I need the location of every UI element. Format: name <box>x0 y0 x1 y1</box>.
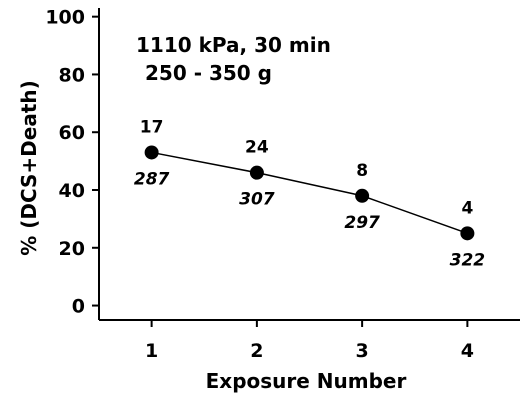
point-label-above: 24 <box>245 138 269 158</box>
point-label-below: 297 <box>344 213 380 233</box>
point-label-above: 4 <box>461 198 473 218</box>
y-tick-label: 0 <box>72 296 85 318</box>
point-labels: 17 287 24 307 8 297 4 322 <box>134 117 485 270</box>
annotation-line-1: 1110 kPa, 30 min <box>136 33 331 57</box>
series-points <box>144 145 475 241</box>
x-tick-label: 1 <box>145 340 158 362</box>
x-axis-ticks: 1 2 3 4 <box>145 320 474 362</box>
x-tick-label: 2 <box>250 340 263 362</box>
x-axis-title: Exposure Number <box>206 369 407 393</box>
annotation-line-2: 250 - 350 g <box>145 61 272 85</box>
y-tick-label: 40 <box>59 180 85 202</box>
point-label-below: 287 <box>134 169 170 189</box>
x-tick-label: 4 <box>461 340 474 362</box>
y-tick-label: 80 <box>59 64 85 86</box>
y-tick-label: 100 <box>45 7 85 29</box>
plot-frame <box>98 8 520 321</box>
point-label-below: 322 <box>450 250 486 270</box>
x-tick-label: 3 <box>356 340 369 362</box>
y-tick-label: 60 <box>59 122 85 144</box>
series-line <box>151 151 468 235</box>
y-axis-ticks: 0 20 40 60 80 100 <box>45 7 99 318</box>
data-point <box>460 226 475 241</box>
data-point <box>249 165 264 180</box>
y-axis-title: % (DCS+Death) <box>17 80 41 256</box>
point-label-below: 307 <box>239 190 275 210</box>
point-label-above: 17 <box>140 117 164 137</box>
data-point <box>144 145 159 160</box>
point-label-above: 8 <box>356 161 368 181</box>
y-tick-label: 20 <box>59 238 85 260</box>
series-polyline <box>151 151 468 235</box>
data-point <box>355 188 370 203</box>
